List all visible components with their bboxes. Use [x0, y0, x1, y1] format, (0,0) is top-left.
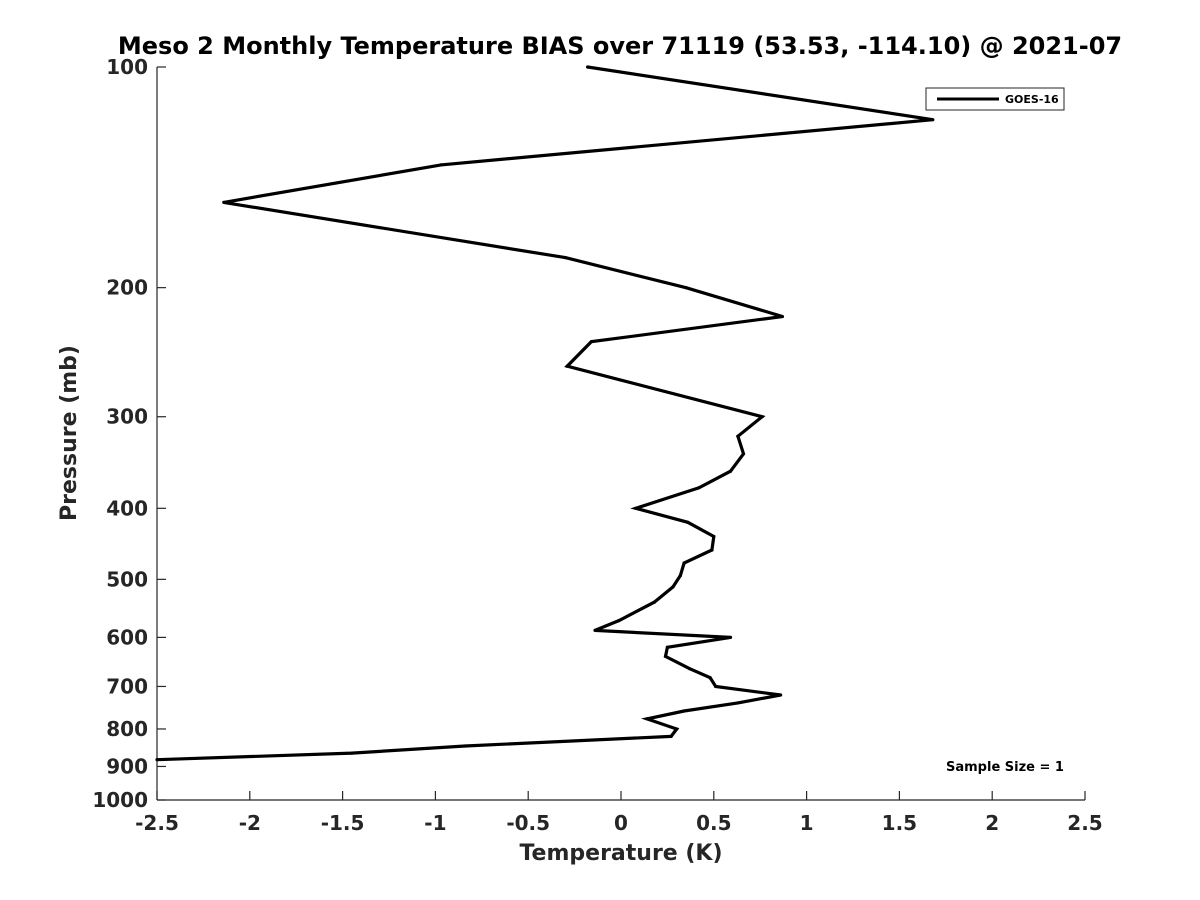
- data-point: [669, 734, 673, 739]
- x-axis-label: Temperature (K): [519, 841, 722, 866]
- data-point: [712, 534, 716, 539]
- data-point: [634, 506, 638, 510]
- data-point: [710, 548, 714, 552]
- y-tick-label: 700: [106, 674, 148, 698]
- x-tick-label: 1.5: [882, 811, 917, 835]
- x-tick-label: -0.5: [506, 811, 550, 835]
- chart-title: Meso 2 Monthly Temperature BIAS over 711…: [118, 32, 1122, 60]
- data-point: [714, 684, 718, 689]
- data-point: [585, 65, 590, 69]
- data-point: [593, 628, 597, 633]
- data-point: [675, 727, 679, 731]
- data-point: [671, 585, 675, 589]
- data-point: [741, 452, 746, 456]
- data-point: [736, 434, 740, 438]
- sample-size-annotation: Sample Size = 1: [946, 760, 1064, 775]
- data-point: [686, 520, 690, 524]
- data-point: [565, 364, 569, 368]
- x-tick-label: -1: [424, 811, 446, 835]
- data-point: [779, 693, 783, 697]
- data-point: [350, 751, 354, 755]
- y-axis-label: Pressure (mb): [57, 345, 82, 521]
- data-point: [563, 256, 567, 260]
- data-point: [931, 118, 935, 122]
- x-ticks: -2.5 -2 -1.5 -1 -0.5 0 0.5 1 1.5 2 2.5: [135, 791, 1103, 835]
- data-point: [708, 676, 712, 680]
- data-point: [780, 314, 785, 319]
- data-point: [697, 486, 701, 490]
- legend-label-goes-16: GOES-16: [1005, 93, 1059, 106]
- y-tick-label: 900: [106, 754, 148, 778]
- data-point: [645, 717, 649, 721]
- x-tick-label: -2.5: [135, 811, 179, 835]
- legend: GOES-16: [925, 87, 1065, 111]
- data-point: [688, 667, 692, 671]
- data-point: [617, 618, 621, 623]
- data-point: [589, 340, 593, 344]
- data-point: [682, 709, 686, 713]
- data-point: [463, 744, 467, 748]
- x-tick-label: 0.5: [696, 811, 731, 835]
- data-point: [665, 645, 670, 649]
- y-tick-label: 100: [106, 55, 148, 79]
- y-tick-label: 200: [106, 276, 148, 300]
- data-point: [678, 573, 682, 578]
- series-points: [155, 65, 935, 762]
- data-point: [682, 561, 686, 565]
- x-tick-label: 0: [614, 811, 628, 835]
- y-tick-label: 400: [106, 496, 148, 520]
- x-tick-label: 2: [985, 811, 999, 835]
- y-tick-label: 500: [106, 567, 148, 591]
- y-tick-label: 600: [106, 625, 148, 649]
- data-point: [155, 758, 159, 762]
- y-tick-label: 800: [106, 717, 148, 741]
- data-point: [222, 200, 226, 204]
- y-tick-label: 1000: [92, 788, 148, 812]
- data-point: [760, 415, 764, 419]
- data-point: [736, 701, 740, 705]
- data-point: [728, 635, 733, 639]
- data-point: [728, 469, 733, 473]
- data-point: [684, 286, 688, 290]
- data-point: [663, 654, 668, 659]
- x-tick-label: 2.5: [1067, 811, 1102, 835]
- x-tick-label: -1.5: [321, 811, 365, 835]
- data-point: [652, 600, 657, 604]
- y-tick-label: 300: [106, 405, 148, 429]
- data-point: [439, 163, 443, 167]
- x-tick-label: 1: [800, 811, 814, 835]
- y-ticks: 100 200 300 400 500 600 700 800 900 1000: [92, 55, 166, 812]
- x-tick-label: -2: [239, 811, 261, 835]
